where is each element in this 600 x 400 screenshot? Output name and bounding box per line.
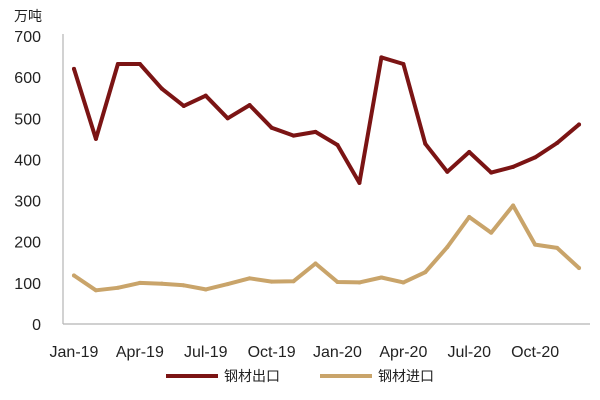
data-point-1-2 — [115, 285, 120, 290]
data-point-0-23 — [577, 122, 582, 127]
data-point-1-3 — [137, 280, 142, 285]
data-point-0-11 — [313, 129, 318, 134]
legend-label-0: 钢材出口 — [224, 369, 280, 385]
data-point-0-16 — [423, 141, 428, 146]
data-point-0-17 — [445, 169, 450, 174]
data-point-1-22 — [555, 245, 560, 250]
data-point-1-14 — [379, 275, 384, 280]
data-point-0-4 — [159, 86, 164, 91]
data-point-0-18 — [467, 150, 472, 155]
data-point-1-21 — [533, 242, 538, 247]
x-tick-label: Jul-20 — [447, 344, 491, 361]
data-point-0-6 — [203, 93, 208, 98]
data-point-1-4 — [159, 281, 164, 286]
y-tick-label: 400 — [14, 152, 41, 169]
y-tick-label: 300 — [14, 194, 41, 211]
data-point-1-5 — [181, 283, 186, 288]
data-point-1-13 — [357, 280, 362, 285]
data-point-0-19 — [489, 170, 494, 175]
data-point-1-15 — [401, 280, 406, 285]
y-tick-label: 200 — [14, 235, 41, 252]
unit-label: 万吨 — [14, 9, 42, 25]
legend: 钢材出口 钢材进口 — [166, 369, 434, 385]
x-tick-label: Oct-20 — [511, 344, 559, 361]
data-point-1-18 — [467, 215, 472, 220]
data-point-1-19 — [489, 230, 494, 235]
data-point-0-9 — [269, 125, 274, 130]
x-tick-label: Apr-20 — [379, 344, 427, 361]
series-line-1 — [72, 203, 581, 293]
series-line-0 — [72, 55, 581, 185]
data-point-0-0 — [71, 66, 76, 71]
y-tick-label: 700 — [14, 29, 41, 46]
data-point-0-7 — [225, 116, 230, 121]
data-point-0-5 — [181, 103, 186, 108]
data-point-1-8 — [247, 276, 252, 281]
y-tick-label: 500 — [14, 111, 41, 128]
data-point-0-8 — [247, 103, 252, 108]
data-point-1-9 — [269, 279, 274, 284]
x-tick-label: Jan-19 — [50, 344, 99, 361]
data-point-1-6 — [203, 287, 208, 292]
data-point-0-12 — [335, 143, 340, 148]
data-point-1-0 — [71, 273, 76, 278]
data-point-1-7 — [225, 282, 230, 287]
data-point-1-20 — [511, 203, 516, 208]
x-axis-ticks: Jan-19 Apr-19 Jul-19 Oct-19 Jan-20 Apr-20 Jul-… — [50, 344, 560, 361]
y-tick-label: 100 — [14, 276, 41, 293]
y-tick-label: 600 — [14, 70, 41, 87]
y-tick-label: 0 — [32, 317, 41, 334]
series-lines — [71, 55, 582, 293]
data-point-1-12 — [335, 280, 340, 285]
axes — [62, 34, 590, 325]
data-point-0-14 — [379, 55, 384, 60]
x-tick-label: Apr-19 — [116, 344, 164, 361]
data-point-0-22 — [555, 140, 560, 145]
data-point-1-17 — [445, 245, 450, 250]
data-point-1-1 — [93, 288, 98, 293]
data-point-1-16 — [423, 270, 428, 275]
data-point-0-3 — [137, 61, 142, 66]
x-tick-label: Oct-19 — [248, 344, 296, 361]
x-tick-label: Jul-19 — [184, 344, 228, 361]
data-point-1-23 — [577, 266, 582, 271]
data-point-0-20 — [511, 164, 516, 169]
x-tick-label: Jan-20 — [313, 344, 362, 361]
y-axis-ticks: 0 100 200 300 400 500 600 700 — [14, 29, 41, 334]
data-point-1-10 — [291, 279, 296, 284]
legend-label-1: 钢材进口 — [378, 369, 434, 385]
data-point-0-10 — [291, 133, 296, 138]
data-point-0-15 — [401, 61, 406, 66]
data-point-0-13 — [357, 180, 362, 185]
data-point-1-11 — [313, 261, 318, 266]
data-point-0-21 — [533, 155, 538, 160]
data-point-0-1 — [93, 136, 98, 141]
data-point-0-2 — [115, 61, 120, 66]
